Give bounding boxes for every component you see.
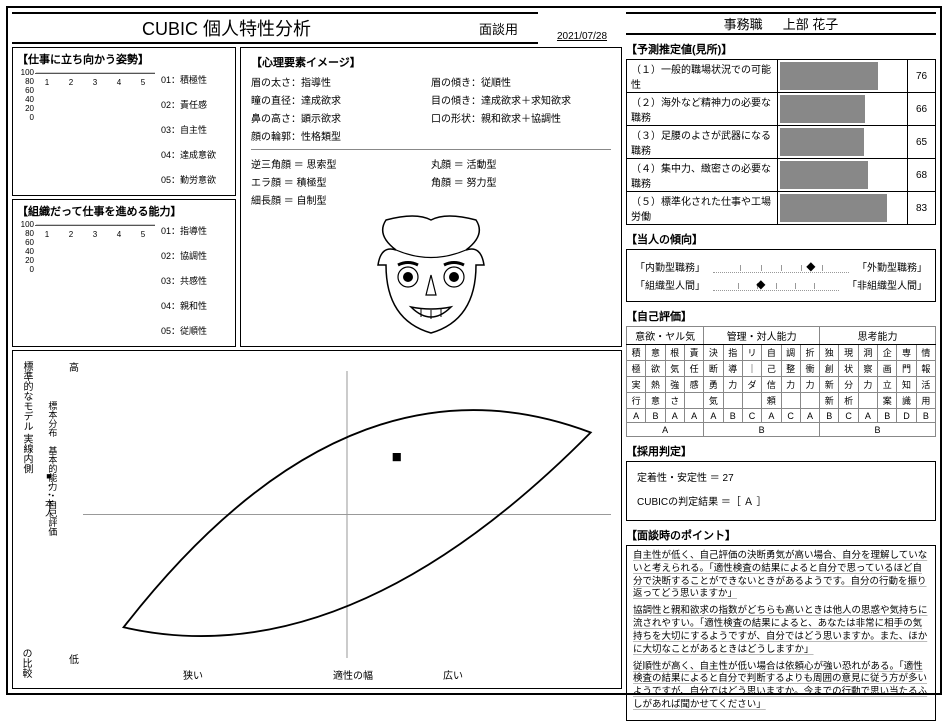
trend-section: 【当人の傾向】 「内勤型職務」◆「外勤型職務」「組織型人間」◆「非組織型人間」 (626, 231, 936, 302)
header-date: 2021/07/28 (542, 12, 622, 44)
main-title: CUBIC 個人特性分析 面談用 (12, 12, 538, 44)
model-chart: 標準的なモデル 実線内側 標本分布 基本的能力・自己評価 の比較 高 低 ■・・… (12, 350, 622, 689)
chart-attitude: 【仕事に立ち向かう姿勢】 100806040200 12345 01：積極性02… (12, 47, 236, 196)
judge-section: 【採用判定】 定着性・安定性 ＝ 27 CUBICの判定結果 ＝［ Ａ ］ (626, 443, 936, 521)
chart-ability: 【組織だって仕事を進める能力】 100806040200 12345 01：指導… (12, 199, 236, 348)
psych-panel: 【心理要素イメージ】 眉の太さ：指導性眉の傾き：従順性瞳の直径：達成欲求目の傾き… (240, 47, 622, 347)
eval-section: 【自己評価】 意欲・ヤル気管理・対人能力思考能力積意根責決指リ自調折独現洞企専情… (626, 308, 936, 437)
face-icon (251, 215, 611, 358)
notes-section: 【面談時のポイント】 自主性が低く、自己評価の決断勇気が高い場合、自分を理解して… (626, 527, 936, 721)
header-person: 事務職上部 花子 (626, 12, 936, 35)
predict-section: 【予測推定値(見所)】 （１）一般的職場状況での可能性76（２）海外など精神力の… (626, 41, 936, 225)
